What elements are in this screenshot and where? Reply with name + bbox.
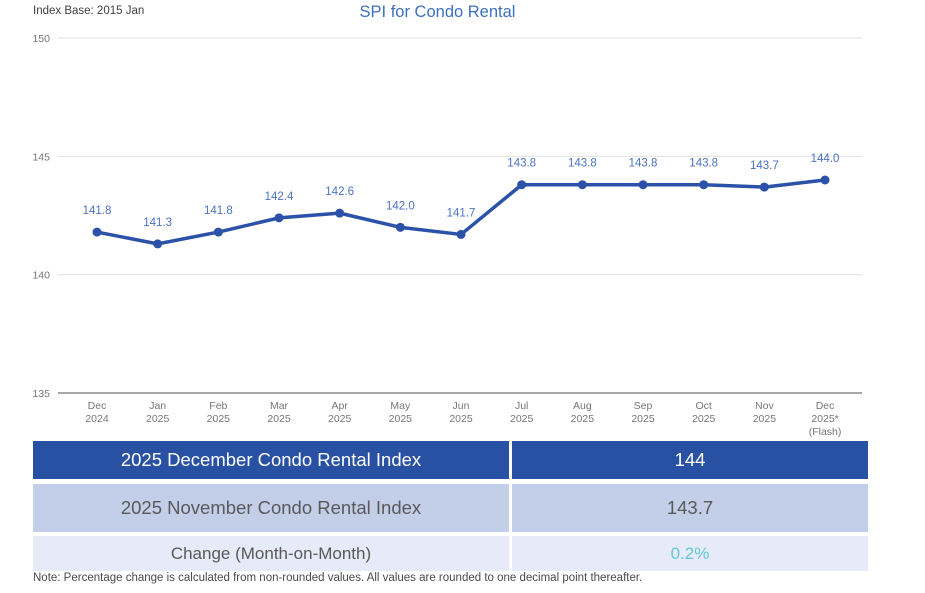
- data-point: [699, 180, 709, 190]
- x-axis-label: 2025: [389, 413, 413, 425]
- x-axis-label: Dec: [88, 400, 107, 412]
- x-axis-label: 2025: [328, 413, 352, 425]
- x-axis-label: (Flash): [809, 426, 842, 438]
- data-point-label: 143.8: [568, 158, 597, 170]
- x-axis-label: 2025: [631, 413, 655, 425]
- data-point: [517, 180, 527, 190]
- data-point: [577, 180, 587, 190]
- x-axis-label: Dec: [816, 400, 835, 412]
- data-point-label: 144.0: [811, 153, 840, 165]
- data-point-label: 143.8: [629, 158, 658, 170]
- x-axis-label: 2025: [571, 413, 595, 425]
- x-axis-label: Jul: [515, 400, 528, 412]
- row-value: 0.2%: [512, 536, 868, 571]
- x-axis-label: 2024: [85, 413, 109, 425]
- row-label: 2025 November Condo Rental Index: [33, 484, 509, 532]
- y-axis-tick: 135: [32, 388, 50, 400]
- data-point-label: 143.8: [689, 158, 718, 170]
- data-point: [395, 222, 405, 232]
- data-point: [335, 208, 345, 218]
- x-axis-label: Sep: [634, 400, 653, 412]
- x-axis-label: Apr: [332, 400, 349, 412]
- x-axis-label: 2025*: [811, 413, 838, 425]
- table-row-change-mom: Change (Month-on-Month) 0.2%: [33, 536, 868, 571]
- data-point: [456, 229, 466, 239]
- x-axis-label: Jan: [149, 400, 166, 412]
- data-point-label: 141.8: [204, 205, 233, 217]
- row-label: Change (Month-on-Month): [33, 536, 509, 571]
- x-axis-label: 2025: [692, 413, 716, 425]
- x-axis-label: 2025: [146, 413, 170, 425]
- x-axis-label: Jun: [453, 400, 470, 412]
- x-axis-label: 2025: [449, 413, 473, 425]
- x-axis-label: 2025: [753, 413, 777, 425]
- row-value: 143.7: [512, 484, 868, 532]
- x-axis-label: Aug: [573, 400, 592, 412]
- note-text: Note: Percentage change is calculated fr…: [33, 572, 643, 584]
- y-axis-tick: 150: [32, 33, 50, 45]
- data-point-label: 141.7: [447, 207, 476, 219]
- data-point-label: 141.3: [143, 217, 172, 229]
- data-point: [213, 227, 223, 237]
- data-point: [153, 239, 163, 249]
- data-point-label: 142.4: [265, 191, 294, 203]
- x-axis-label: Nov: [755, 400, 774, 412]
- row-label: 2025 December Condo Rental Index: [33, 441, 509, 479]
- x-axis-label: May: [390, 400, 411, 412]
- x-axis-label: 2025: [207, 413, 231, 425]
- x-axis-label: 2025: [510, 413, 534, 425]
- data-point-label: 143.7: [750, 160, 779, 172]
- x-axis-label: Mar: [270, 400, 289, 412]
- y-axis-tick: 145: [32, 151, 50, 163]
- x-axis-label: 2025: [267, 413, 291, 425]
- x-axis-label: Oct: [696, 400, 712, 412]
- data-point: [820, 175, 830, 185]
- data-point: [92, 227, 102, 237]
- data-point-label: 142.6: [325, 186, 354, 198]
- summary-table: 2025 December Condo Rental Index 144 202…: [33, 441, 868, 571]
- data-point-label: 141.8: [83, 205, 112, 217]
- x-axis-label: Feb: [209, 400, 227, 412]
- rental-index-chart: 150145140135Dec2024Jan2025Feb2025Mar2025…: [32, 33, 862, 438]
- row-value: 144: [512, 441, 868, 479]
- y-axis-tick: 140: [32, 270, 50, 282]
- table-row-december-index: 2025 December Condo Rental Index 144: [33, 441, 868, 479]
- data-point-label: 142.0: [386, 200, 415, 212]
- data-point: [274, 213, 284, 223]
- chart-title: SPI for Condo Rental: [359, 3, 516, 21]
- data-point: [638, 180, 648, 190]
- data-point: [759, 182, 769, 192]
- index-base-label: Index Base: 2015 Jan: [33, 5, 145, 17]
- table-row-november-index: 2025 November Condo Rental Index 143.7: [33, 484, 868, 532]
- data-point-label: 143.8: [507, 158, 536, 170]
